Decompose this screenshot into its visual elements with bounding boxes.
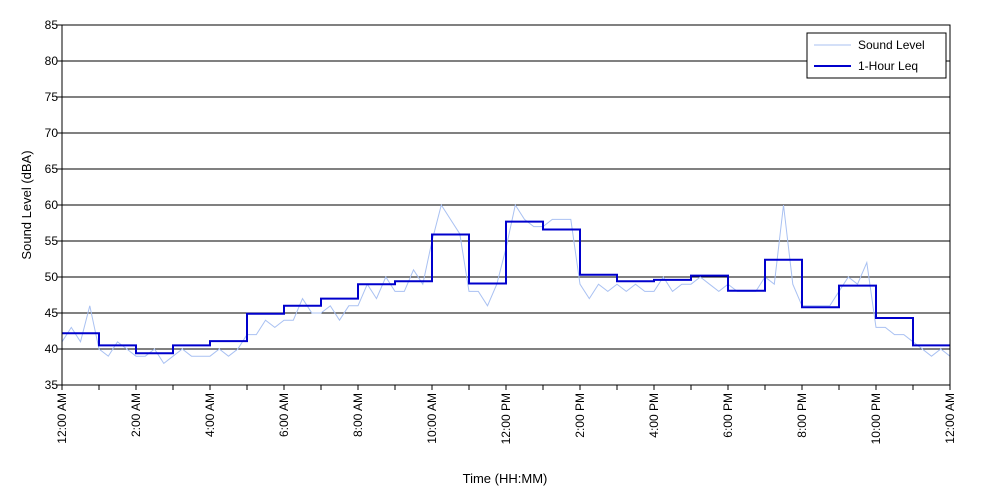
legend: Sound Level 1-Hour Leq — [806, 32, 947, 79]
legend-label-sound-level: Sound Level — [858, 38, 925, 52]
y-tick-label: 50 — [45, 270, 59, 284]
series-line-1-hour-leq — [62, 220, 950, 355]
y-tick-label: 65 — [45, 162, 59, 176]
legend-label-1-hour-leq: 1-Hour Leq — [858, 59, 918, 73]
x-tick-label: 12:00 PM — [499, 393, 513, 444]
y-axis: 35 40 45 50 55 60 65 70 75 80 85 — [45, 18, 62, 392]
x-tick-label: 6:00 AM — [277, 393, 291, 437]
y-tick-label: 45 — [45, 306, 59, 320]
y-tick-label: 75 — [45, 90, 59, 104]
x-tick-label: 12:00 AM — [55, 393, 69, 444]
x-tick-label: 12:00 AM — [943, 393, 957, 444]
x-axis-title: Time (HH:MM) — [463, 471, 548, 486]
y-tick-label: 70 — [45, 126, 59, 140]
y-tick-label: 60 — [45, 198, 59, 212]
x-tick-label: 10:00 PM — [869, 393, 883, 444]
y-tick-label: 85 — [45, 18, 59, 32]
y-tick-label: 40 — [45, 342, 59, 356]
series-layer — [61, 203, 951, 365]
legend-box — [806, 32, 947, 79]
x-tick-label: 8:00 PM — [795, 393, 809, 438]
y-tick-label: 80 — [45, 54, 59, 68]
x-axis: 12:00 AM 2:00 AM 4:00 AM 6:00 AM 8:00 AM 10:0… — [55, 385, 957, 444]
x-tick-label: 4:00 PM — [647, 393, 661, 438]
y-axis-title: Sound Level (dBA) — [19, 150, 34, 259]
x-tick-label: 2:00 PM — [573, 393, 587, 438]
y-tick-label: 55 — [45, 234, 59, 248]
x-tick-label: 2:00 AM — [129, 393, 143, 437]
x-tick-label: 10:00 AM — [425, 393, 439, 444]
x-tick-label: 6:00 PM — [721, 393, 735, 438]
y-tick-label: 35 — [45, 378, 59, 392]
x-tick-label: 4:00 AM — [203, 393, 217, 437]
x-tick-label: 8:00 AM — [351, 393, 365, 437]
